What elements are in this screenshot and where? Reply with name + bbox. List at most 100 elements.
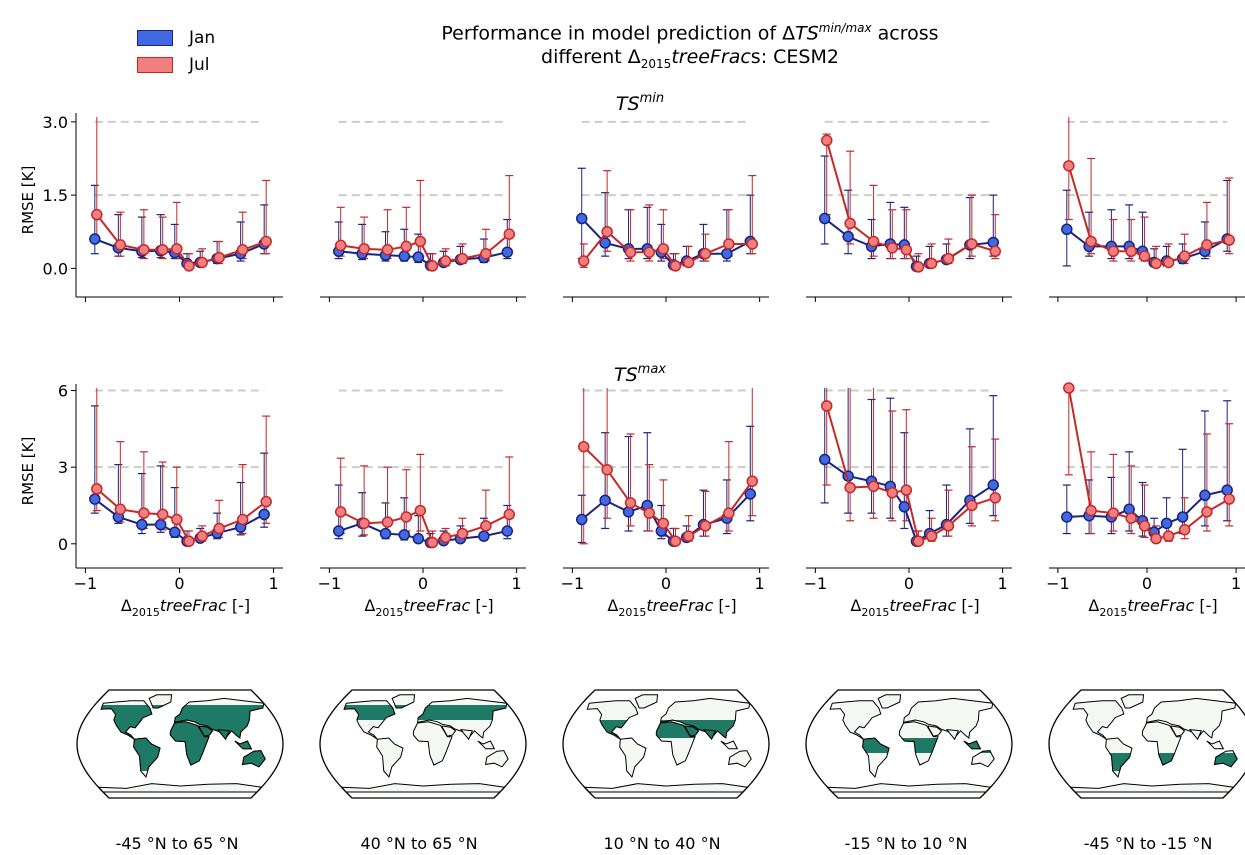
map-panels [76,689,1245,799]
highlight-greenland [148,705,173,709]
map-5 [1048,689,1245,799]
point-jul [456,252,469,265]
x-label-sub: 2015 [861,606,889,619]
point-jul [746,238,759,250]
highlight-south-america [133,737,161,771]
highlight-arabia [684,725,700,737]
legend-label-jan: Jan [189,27,216,48]
map-1 [76,689,284,799]
legend-entry-jan: Jan [137,24,215,51]
y-tick-label: 3.0 [43,113,68,132]
point-jan [398,529,411,541]
point-jul [1063,160,1075,172]
x-label-sub: 2015 [375,606,403,619]
series-line-jul [1067,165,1230,265]
x-axis-label: Δ2015treeFrac [-] [1088,596,1217,619]
highlight-africa [655,721,696,738]
highlight-band [1105,753,1238,771]
point-jul [643,246,656,258]
point-jul [1178,250,1191,262]
highlight-australia [1213,753,1238,768]
map-land [583,694,752,793]
x-tick-label: −1 [318,574,342,593]
point-jul [114,503,127,516]
point-jul [260,235,272,248]
point-jul [138,507,150,519]
series-line-jul [1067,387,1230,540]
highlight-north-america [343,705,396,720]
point-jan [478,530,490,542]
point-jul [1223,234,1235,246]
point-jul [699,247,712,260]
panel-TS_max-1: 0 3 6 RMSE [K] −1 0 1 Δ2015treeFrac [-] [19,382,283,619]
point-jul [699,520,712,532]
highlight-south-america [862,738,890,753]
legend: Jan Jul [137,24,215,78]
point-jul [1162,256,1175,269]
highlight-india [702,728,717,738]
point-jul [183,535,195,547]
point-jul [503,228,516,240]
point-jul [1201,239,1213,251]
point-jan [842,230,854,243]
continent-india [1188,728,1203,741]
map-outline [76,689,284,799]
continent-se-asia [477,740,496,750]
x-tick-label: 0 [904,574,914,593]
point-jul [912,261,925,273]
point-jul [1138,520,1151,532]
y-tick-label: 0.0 [43,259,68,278]
series-line-jul [340,233,510,268]
panel-TS_min-2 [320,120,526,302]
continent-eurasia [902,697,994,739]
continent-south-america [619,737,647,779]
x-axis-label: Δ2015treeFrac [-] [607,596,736,619]
continent-antarctica [97,783,263,793]
point-jul [989,492,1002,504]
x-tick-label: −1 [1046,574,1070,593]
point-jul [1125,512,1137,524]
point-jul [138,244,150,256]
highlight-se-asia [963,740,982,750]
point-jul [925,257,938,270]
point-jul [183,260,195,272]
point-jul [723,507,735,519]
highlight-africa [898,738,939,753]
point-jan [1160,517,1173,530]
x-label-prefix: Δ [607,596,618,615]
x-axis-label: Δ2015treeFrac [-] [850,596,979,619]
series-line-jul [96,488,267,543]
point-jul [91,208,103,221]
point-jul [867,480,880,493]
point-jul [480,247,492,260]
point-jan [501,246,514,258]
point-jul [1138,250,1151,262]
legend-entry-jul: Jul [137,51,215,78]
title-line2-sub: 2015 [640,57,672,72]
point-jul [900,244,913,256]
point-jul [844,217,856,230]
title-line2-var: treeFrac [671,46,751,69]
highlight-band [343,705,508,720]
series-line-jul [583,446,754,543]
point-jul [381,516,394,528]
highlight-band [829,738,995,753]
point-jul [1125,245,1137,258]
point-jul [213,522,225,535]
figure-title: Performance in model prediction of ΔTSmi… [340,16,1040,76]
series-line-jul [340,509,510,544]
continent-australia [727,750,752,768]
point-jul [942,252,955,265]
point-jan [412,532,425,545]
x-label-var: treeFrac [403,596,470,615]
point-jul [358,243,370,255]
series-line-jan [338,522,508,544]
y-tick-label: 0 [58,535,68,554]
point-jul [439,255,452,267]
series-line-jan [94,498,265,543]
series-line-jan [581,217,751,267]
point-jul [426,260,439,272]
panel-TS_min-4 [806,120,1012,302]
point-jul [1063,382,1075,394]
